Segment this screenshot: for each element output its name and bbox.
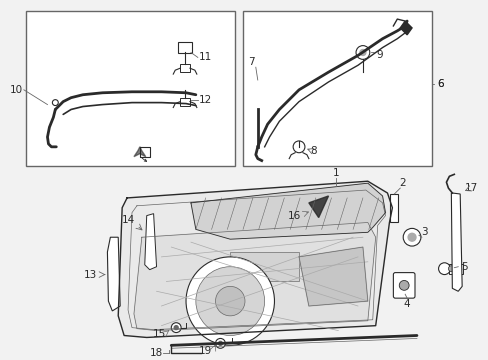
FancyBboxPatch shape	[178, 42, 191, 54]
Text: 5: 5	[460, 262, 467, 272]
Circle shape	[355, 46, 369, 59]
Text: 10: 10	[9, 85, 22, 95]
Polygon shape	[450, 193, 461, 291]
Circle shape	[399, 280, 408, 290]
Polygon shape	[299, 247, 367, 306]
Text: 12: 12	[199, 95, 212, 105]
Text: 6: 6	[436, 79, 443, 89]
FancyArrowPatch shape	[142, 158, 146, 161]
Circle shape	[438, 263, 449, 275]
Circle shape	[171, 323, 181, 333]
Polygon shape	[107, 237, 120, 311]
Bar	[389, 194, 397, 221]
Bar	[26, 11, 235, 166]
Circle shape	[215, 286, 244, 316]
FancyBboxPatch shape	[180, 98, 189, 105]
Polygon shape	[308, 196, 328, 217]
Circle shape	[359, 50, 365, 55]
Bar	[448, 264, 462, 274]
FancyBboxPatch shape	[180, 64, 189, 72]
Text: 14: 14	[121, 215, 134, 225]
Circle shape	[218, 341, 222, 345]
Polygon shape	[190, 183, 385, 239]
Polygon shape	[144, 213, 156, 270]
Polygon shape	[134, 222, 375, 330]
Text: 13: 13	[84, 270, 97, 280]
Circle shape	[407, 233, 415, 241]
Text: 6: 6	[436, 79, 443, 89]
Polygon shape	[400, 21, 411, 35]
Text: 2: 2	[398, 178, 405, 188]
Circle shape	[174, 326, 178, 330]
Text: 4: 4	[403, 299, 409, 309]
Text: 8: 8	[310, 146, 316, 156]
Text: 16: 16	[287, 211, 300, 221]
Text: 11: 11	[199, 53, 212, 62]
Text: 17: 17	[464, 183, 477, 193]
Circle shape	[185, 257, 274, 345]
Circle shape	[292, 141, 305, 153]
Polygon shape	[134, 147, 145, 157]
Bar	[243, 11, 431, 166]
FancyBboxPatch shape	[392, 273, 414, 298]
Bar	[230, 252, 299, 282]
Text: 19: 19	[199, 346, 212, 356]
Circle shape	[403, 228, 420, 246]
Polygon shape	[118, 181, 391, 337]
Text: 9: 9	[376, 50, 382, 60]
Text: 18: 18	[150, 348, 163, 358]
Text: 7: 7	[248, 57, 255, 67]
Text: 1: 1	[332, 168, 339, 178]
Circle shape	[447, 266, 453, 272]
Text: 15: 15	[153, 329, 166, 338]
Text: 3: 3	[421, 227, 427, 237]
Circle shape	[196, 267, 264, 336]
Circle shape	[215, 338, 225, 348]
Circle shape	[52, 100, 58, 105]
